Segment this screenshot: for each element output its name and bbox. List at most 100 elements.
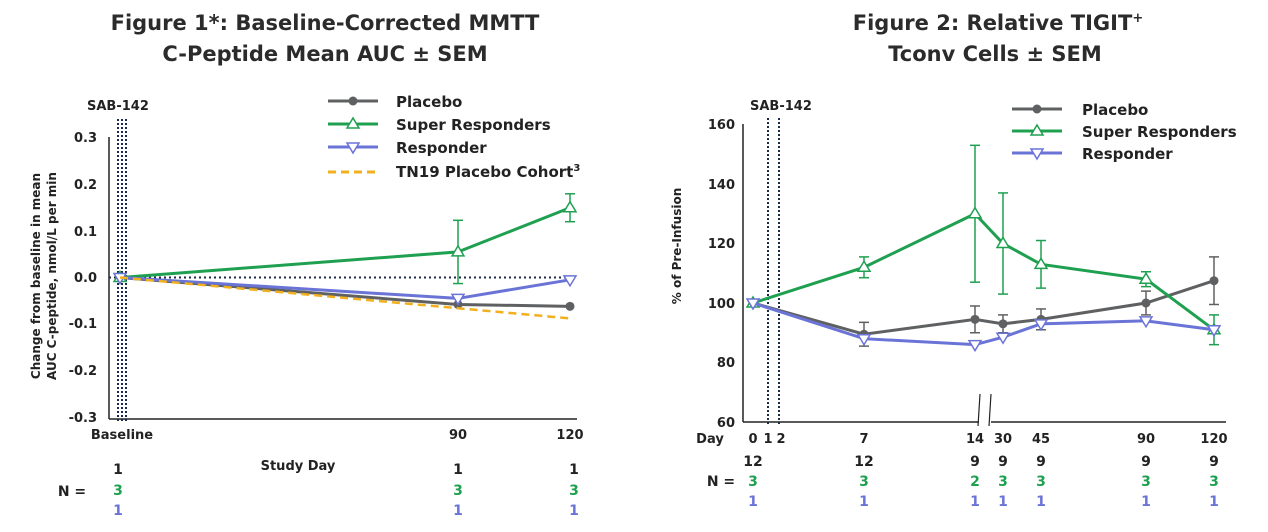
series-placebo-point — [998, 319, 1008, 329]
series-placebo-point — [565, 301, 575, 311]
n-count: 12 — [854, 454, 873, 470]
figure1-n-label: N = — [58, 484, 86, 500]
series-tn19-line — [119, 276, 571, 320]
figure2-ytick: 120 — [708, 237, 735, 252]
n-count: 3 — [748, 474, 758, 490]
legend-responder-marker — [345, 142, 361, 155]
n-count: 1 — [970, 494, 980, 510]
legend-responder-marker — [1029, 148, 1045, 161]
legend-responder-label: Responder — [1082, 145, 1173, 163]
series-responder-point — [745, 298, 761, 311]
figure1: Figure 1*: Baseline-Corrected MMTT C-Pep… — [29, 11, 584, 519]
figure1-ytick: 0.3 — [74, 131, 97, 146]
figure1-n-table: 1 1 1 3 3 3 1 1 1 — [113, 462, 579, 519]
figure1-ytick: -0.3 — [69, 411, 97, 426]
n-count: 1 — [998, 494, 1008, 510]
figure1-ytick: -0.2 — [69, 364, 97, 379]
figure2-axis-break-mark — [977, 393, 981, 427]
figure1-ylabel-line2: AUC C-peptide, nmol/L per min — [45, 172, 59, 380]
n-count: 3 — [569, 483, 579, 499]
figure2-n-table: 12 12 9 9 9 9 9 3 3 2 3 3 3 3 1 1 1 1 1 1 1 — [743, 454, 1219, 510]
figure1-xtick: 120 — [556, 428, 583, 443]
figure2-axis-break — [979, 392, 991, 430]
figure1-xlabel: Study Day — [261, 459, 336, 474]
figure1-title-line2: C-Peptide Mean AUC ± SEM — [162, 42, 487, 66]
figure1-xtick: Baseline — [91, 428, 153, 443]
legend-super-marker — [345, 116, 361, 129]
figure1-plot-area — [112, 193, 578, 320]
series-responder-point — [967, 339, 983, 353]
figure2: Figure 2: Relative TIGIT+ Tconv Cells ± … — [670, 11, 1237, 510]
series-responder-point — [562, 275, 578, 288]
figure2-xtick: 90 — [1137, 432, 1155, 447]
figure2-ytick: 100 — [708, 297, 735, 312]
n-count: 3 — [1209, 474, 1219, 490]
figure2-ytick: 160 — [708, 118, 735, 133]
n-count: 9 — [1141, 454, 1151, 470]
series-placebo-point — [1209, 276, 1219, 286]
figure2-xtick: 0 — [748, 432, 757, 447]
figure2-ytick: 60 — [717, 416, 735, 431]
legend-placebo-marker — [348, 96, 358, 106]
series-responder-point — [1206, 325, 1222, 338]
series-super-point — [967, 206, 983, 219]
figure1-ytick: 0.1 — [74, 225, 97, 240]
n-count: 3 — [1141, 474, 1151, 490]
n-count: 9 — [970, 454, 980, 470]
n-count: 3 — [453, 483, 463, 499]
legend-placebo-label: Placebo — [396, 93, 462, 111]
figure1-ytick: -0.1 — [69, 317, 97, 332]
figure2-ytick: 140 — [708, 178, 735, 193]
series-responder-point — [856, 333, 872, 347]
figure2-day-label: Day — [696, 432, 724, 447]
series-super-point — [995, 236, 1011, 249]
figure2-xtick: 45 — [1032, 432, 1050, 447]
figure2-plot-area — [745, 144, 1222, 353]
figure2-ylabel: % of Pre-Infusion — [670, 188, 684, 305]
figure2-ytick: 80 — [717, 356, 735, 371]
series-super-point — [562, 200, 578, 213]
n-count: 3 — [1036, 474, 1046, 490]
series-super-point — [1033, 256, 1049, 270]
figure2-axis-break-mark — [988, 393, 992, 427]
figure1-ytick: 0.2 — [74, 178, 97, 193]
figure1-legend: Placebo Super Responders Responder TN19 … — [328, 93, 580, 181]
series-super-point — [450, 244, 466, 257]
figure2-xtick: 120 — [1200, 432, 1227, 447]
figure2-title-line2: Tconv Cells ± SEM — [888, 42, 1102, 66]
figure2-legend: Placebo Super Responders Responder — [1012, 101, 1237, 163]
figure1-ylabel-line1: Change from baseline in mean — [29, 173, 43, 379]
n-count: 1 — [569, 462, 579, 478]
figure2-xtick: 2 — [776, 432, 785, 447]
legend-responder-label: Responder — [396, 139, 487, 157]
n-count: 1 — [113, 503, 123, 519]
n-count: 1 — [1036, 494, 1046, 510]
legend-super-label: Super Responders — [1082, 123, 1237, 141]
legend-placebo-label: Placebo — [1082, 101, 1148, 119]
n-count: 1 — [569, 503, 579, 519]
figure1-sab-label: SAB-142 — [87, 99, 149, 114]
n-count: 3 — [998, 474, 1008, 490]
n-count: 1 — [748, 494, 758, 510]
series-super-point — [1138, 271, 1154, 284]
n-count: 9 — [1036, 454, 1046, 470]
n-count: 12 — [743, 454, 762, 470]
figure1-title-line1: Figure 1*: Baseline-Corrected MMTT — [111, 11, 540, 35]
figure2-xtick: 1 — [763, 432, 772, 447]
series-placebo-point — [970, 314, 980, 324]
n-count: 1 — [1141, 494, 1151, 510]
figure1-xtick: 90 — [449, 428, 467, 443]
figure2-xtick: 30 — [994, 432, 1012, 447]
legend-super-marker — [1029, 123, 1045, 136]
legend-super-label: Super Responders — [396, 116, 551, 134]
series-super-point — [856, 259, 872, 273]
n-count: 9 — [1209, 454, 1219, 470]
figure2-xtick: 7 — [859, 432, 868, 447]
legend-placebo-marker — [1032, 104, 1042, 114]
n-count: 1 — [453, 503, 463, 519]
legend-tn19-label: TN19 Placebo Cohort3 — [396, 163, 580, 181]
series-responder-point — [995, 332, 1011, 345]
figure2-sab-label: SAB-142 — [750, 99, 812, 114]
n-count: 1 — [859, 494, 869, 510]
